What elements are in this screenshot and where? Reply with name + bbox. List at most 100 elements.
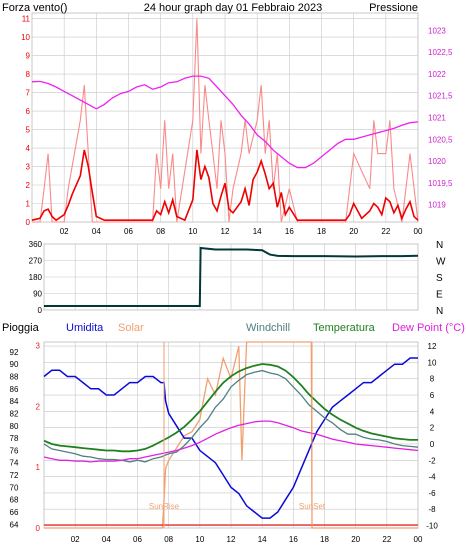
rain-tick-label: 2	[36, 402, 41, 411]
series-layer	[44, 246, 419, 307]
rain-tick-label: 1	[36, 463, 41, 472]
wind-tick-label: 6	[26, 107, 31, 116]
x-tick-label: 04	[92, 227, 101, 236]
x-tick-label: 12	[221, 227, 230, 236]
pressure-tick-label: 1019	[428, 201, 446, 210]
rain-axis-label: Pioggia	[2, 322, 40, 334]
pressure-tick-label: 1023	[428, 26, 446, 35]
pressure-axis-label: Pressione	[369, 2, 418, 14]
x-tick-label: 12	[227, 535, 236, 544]
x-tick-label: 18	[317, 227, 326, 236]
legend-item: Dew Point (°C)	[392, 322, 465, 334]
x-tick-label: 22	[381, 227, 390, 236]
pressure-tick-label: 1021,5	[428, 92, 453, 101]
x-tick-label: 16	[289, 535, 298, 544]
wind-tick-label: 0	[26, 218, 31, 227]
temperature-tick-label: 2	[430, 424, 435, 433]
dewpoint-line	[43, 420, 419, 463]
windchill-line	[43, 369, 419, 463]
humidity-tick-label: 66	[10, 508, 19, 517]
wind-tick-label: 9	[26, 52, 31, 61]
wind-tick-label: 5	[26, 126, 31, 135]
temperature-tick-label: -6	[428, 489, 436, 498]
humidity-tick-label: 92	[10, 348, 19, 357]
sunset-label: SunSet	[299, 502, 326, 511]
humidity-axis-ticks: 64 66 68 70 72 74 76 78 80 82 84 86 88 90 92	[10, 348, 19, 529]
temperature-tick-label: -4	[428, 473, 436, 482]
right-axis-ticks: 1019 1019,5 1020 1020,5 1021 1021,5 1022 1022,5…	[428, 26, 453, 209]
temperature-tick-label: -2	[428, 456, 436, 465]
humidity-tick-label: 86	[10, 385, 19, 394]
wind-tick-label: 10	[21, 33, 30, 42]
temperature-tick-label: 12	[428, 342, 437, 351]
wind-tick-label: 7	[26, 89, 31, 98]
humidity-tick-label: 72	[10, 471, 19, 480]
compass-label: S	[436, 273, 443, 284]
x-tick-label: 02	[71, 535, 80, 544]
temperature-tick-label: 10	[428, 358, 437, 367]
series-layer	[43, 341, 419, 529]
legend-item: Windchill	[246, 322, 290, 334]
humidity-tick-label: 82	[10, 409, 19, 418]
degree-tick-label: 360	[29, 240, 43, 249]
x-tick-label: 08	[156, 227, 165, 236]
left-axis-ticks: 0 1 2 3 4 5 6 7 8 9 10 11	[21, 15, 30, 227]
x-tick-label: 04	[102, 535, 111, 544]
temperature-line	[43, 363, 418, 453]
direction-line	[44, 246, 419, 307]
x-tick-label: 14	[258, 535, 267, 544]
x-tick-label: 14	[253, 227, 262, 236]
humidity-tick-label: 74	[10, 459, 19, 468]
x-tick-label: 00	[414, 227, 423, 236]
temperature-tick-label: -10	[426, 522, 438, 531]
x-axis-ticks: 02 04 06 08 10 12 14 16 18 20 22 00	[60, 227, 423, 236]
wind-line	[31, 149, 419, 222]
legend-item: Temperatura	[313, 322, 376, 334]
pressure-tick-label: 1020	[428, 157, 446, 166]
legend-item: Umidita	[66, 322, 104, 334]
x-tick-label: 18	[320, 535, 329, 544]
x-tick-label: 20	[349, 227, 358, 236]
rain-tick-label: 0	[36, 524, 41, 533]
temperature-tick-label: 4	[430, 407, 435, 416]
degree-tick-label: 270	[29, 257, 43, 266]
humidity-line	[43, 357, 418, 519]
x-tick-label: 06	[124, 227, 133, 236]
humidity-tick-label: 88	[10, 372, 19, 381]
humidity-tick-label: 84	[10, 397, 19, 406]
compass-label: N	[436, 306, 443, 317]
chart-title: 24 hour graph day 01 Febbraio 2023	[144, 2, 323, 14]
temperature-tick-label: 0	[430, 440, 435, 449]
humidity-tick-label: 68	[10, 496, 19, 505]
rain-tick-label: 3	[36, 342, 41, 351]
pressure-tick-label: 1022	[428, 70, 446, 79]
x-tick-label: 00	[414, 535, 423, 544]
rain-axis-ticks: 0 1 2 3	[36, 342, 41, 533]
annotations: SunRise SunSet	[149, 342, 326, 528]
wind-tick-label: 4	[26, 144, 31, 153]
compass-label: E	[436, 290, 443, 301]
degree-tick-label: 180	[29, 273, 43, 282]
x-tick-label: 22	[382, 535, 391, 544]
grid	[44, 342, 419, 528]
humidity-tick-label: 64	[10, 520, 19, 529]
pressure-tick-label: 1019,5	[428, 179, 453, 188]
degree-tick-label: 90	[33, 290, 42, 299]
temperature-tick-label: 8	[430, 375, 435, 384]
wind-tick-label: 8	[26, 70, 31, 79]
x-tick-label: 10	[195, 535, 204, 544]
wind-tick-label: 1	[26, 200, 31, 209]
x-tick-label: 10	[188, 227, 197, 236]
x-tick-label: 08	[164, 535, 173, 544]
pressure-tick-label: 1020,5	[428, 135, 453, 144]
temperature-tick-label: -8	[428, 505, 436, 514]
compass-label: N	[436, 240, 443, 251]
humidity-tick-label: 80	[10, 422, 19, 431]
wind-tick-label: 3	[26, 163, 31, 172]
